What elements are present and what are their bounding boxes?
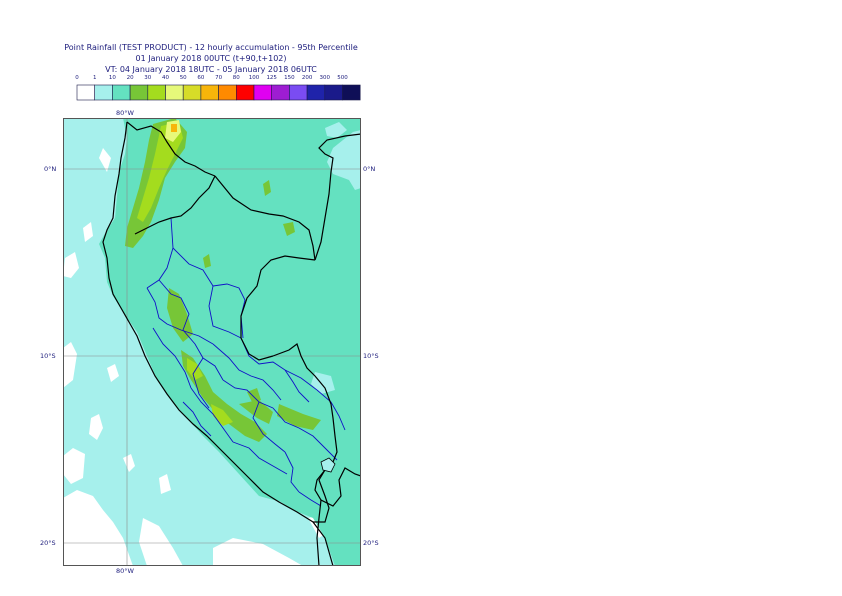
lat-label-left-0: 0°N <box>44 165 57 173</box>
legend-swatch <box>94 84 113 101</box>
legend-swatch <box>306 84 326 101</box>
heavier-rain-bands <box>137 122 233 426</box>
legend-swatch <box>147 84 166 101</box>
legend-swatch <box>112 84 131 101</box>
legend-tick-label: 200 <box>302 75 313 81</box>
legend-tick-label: 20 <box>127 75 134 81</box>
legend-tick-label: 100 <box>249 75 260 81</box>
country-borders <box>102 121 361 566</box>
rainfall-map <box>63 118 361 566</box>
legend-swatch <box>76 84 96 101</box>
peak-rain-max <box>171 124 177 132</box>
legend-swatch <box>324 84 343 101</box>
legend-tick-label: 0 <box>75 75 79 81</box>
lat-label-left-10: 10°S <box>40 352 56 360</box>
graticule <box>63 118 361 566</box>
legend-tick-label: 60 <box>197 75 204 81</box>
valid-time: VT: 04 January 2018 18UTC - 05 January 2… <box>105 65 317 74</box>
legend-tick-label: 50 <box>180 75 187 81</box>
run-time: 01 January 2018 00UTC (t+90,t+102) <box>135 54 287 63</box>
lat-label-right-10: 10°S <box>363 352 379 360</box>
legend-swatch <box>253 84 273 101</box>
map-frame <box>63 118 361 566</box>
legend-swatch <box>200 84 219 101</box>
lake-titicaca <box>320 457 336 473</box>
dry-ocean-patches <box>63 148 331 566</box>
land-rain-area <box>99 118 361 566</box>
map-title: Point Rainfall (TEST PRODUCT) - 12 hourl… <box>64 43 358 52</box>
lat-label-left-20: 20°S <box>40 539 56 547</box>
legend-tick-label: 30 <box>144 75 151 81</box>
lon-label-bottom: 80°W <box>116 567 134 575</box>
legend-tick-label: 125 <box>266 75 277 81</box>
legend-tick-label: 150 <box>284 75 295 81</box>
legend-tick-label: 70 <box>215 75 222 81</box>
legend-swatch <box>342 84 361 101</box>
lon-label-top: 80°W <box>116 109 134 117</box>
legend-tick-label: 1 <box>93 75 97 81</box>
legend-tick-label: 500 <box>337 75 348 81</box>
legend-swatch <box>271 84 290 101</box>
legend-tick-label: 80 <box>233 75 240 81</box>
legend-swatch <box>129 84 149 101</box>
lat-label-right-0: 0°N <box>363 165 376 173</box>
color-legend: 0 1 10 20 30 40 50 60 70 80 100 125 150 200 300 500 <box>75 75 361 101</box>
legend-swatch <box>182 84 202 101</box>
legend-swatch <box>165 84 184 101</box>
lat-label-right-20: 20°S <box>363 539 379 547</box>
legend-swatch <box>236 84 255 101</box>
legend-swatch <box>289 84 308 101</box>
legend-tick-label: 300 <box>320 75 331 81</box>
legend-tick-label: 40 <box>162 75 169 81</box>
region-boundaries <box>146 217 346 507</box>
legend-tick-label: 10 <box>109 75 116 81</box>
legend-swatch <box>218 84 237 101</box>
